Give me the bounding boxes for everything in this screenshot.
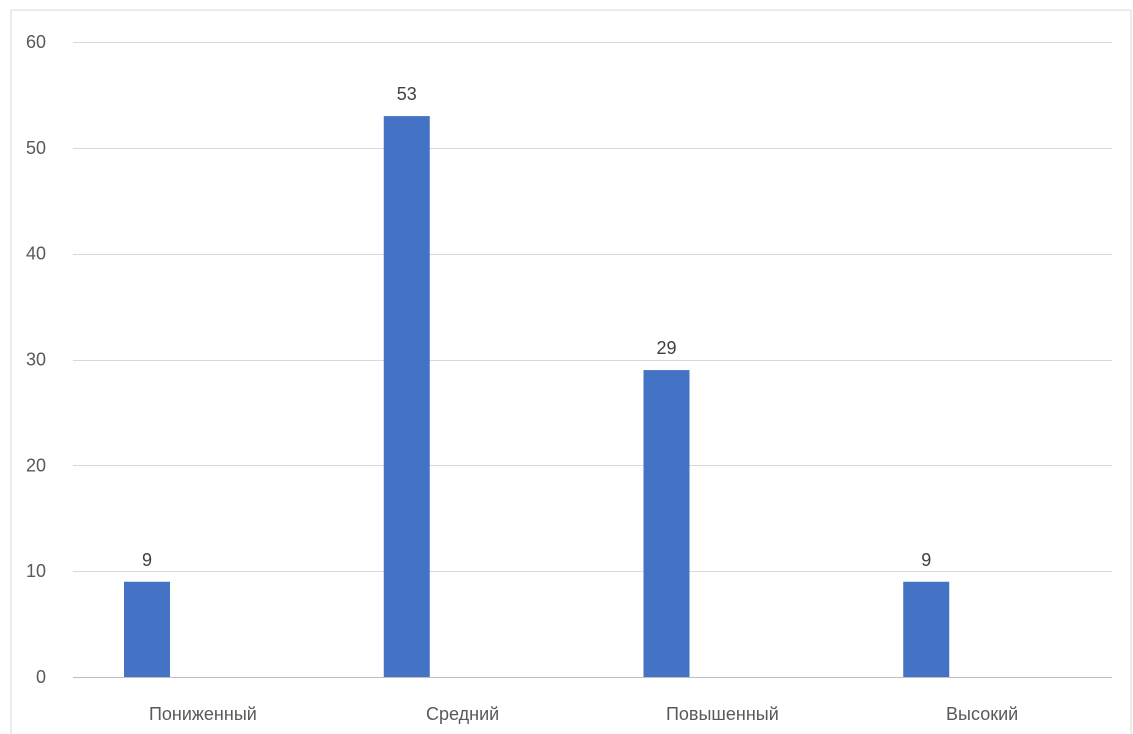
- data-label: 9: [921, 550, 931, 570]
- bar: [383, 116, 430, 678]
- data-label: 53: [397, 84, 417, 104]
- data-label: 29: [656, 338, 676, 358]
- x-category-label: Высокий: [946, 704, 1018, 724]
- x-category-label: Повышенный: [666, 704, 779, 724]
- chart-border: [10, 9, 1132, 734]
- y-tick-label: 30: [26, 350, 46, 370]
- bar: [643, 370, 690, 677]
- y-tick-label: 50: [26, 138, 46, 158]
- y-tick-label: 40: [26, 244, 46, 264]
- bar: [903, 581, 950, 677]
- bars: [124, 116, 950, 678]
- gridlines: [73, 42, 1112, 678]
- x-axis-categories: Пониженный Средний Повышенный Высокий: [149, 704, 1018, 724]
- bar: [124, 581, 170, 677]
- y-tick-label: 60: [26, 32, 46, 52]
- x-category-label: Пониженный: [149, 704, 257, 724]
- y-tick-label: 10: [26, 561, 46, 581]
- x-category-label: Средний: [426, 704, 499, 724]
- y-axis-ticks: 0 10 20 30 40 50 60: [26, 32, 46, 687]
- y-tick-label: 20: [26, 455, 46, 475]
- data-label: 9: [142, 550, 152, 570]
- y-tick-label: 0: [36, 667, 46, 687]
- data-labels: 9 53 29 9: [142, 84, 931, 570]
